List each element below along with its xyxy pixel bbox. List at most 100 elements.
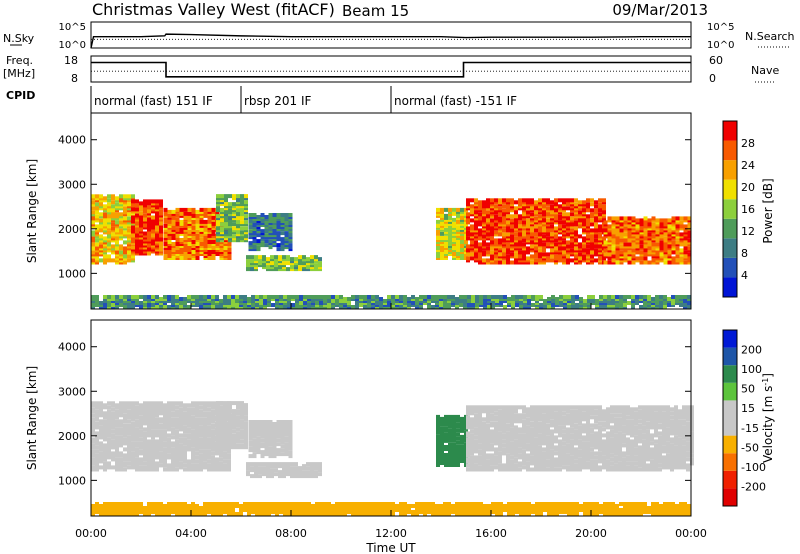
scatter-cell	[578, 252, 582, 256]
scatter-cell	[95, 421, 99, 425]
scatter-cell	[283, 305, 287, 309]
scatter-cell	[628, 242, 632, 246]
scatter-cell	[191, 401, 195, 405]
scatter-cell	[183, 433, 187, 437]
scatter-cell	[159, 429, 163, 433]
scatter-cell	[503, 295, 507, 299]
scatter-cell	[176, 218, 180, 222]
scatter-cell	[183, 445, 187, 449]
scatter-cell	[515, 295, 519, 299]
scatter-cell	[644, 256, 648, 260]
scatter-cell	[115, 435, 119, 439]
scatter-cell	[91, 407, 95, 411]
scatter-cell	[283, 295, 287, 299]
scatter-cell	[562, 212, 566, 216]
scatter-cell	[570, 216, 574, 220]
scatter-cell	[91, 465, 95, 469]
scatter-cell	[249, 213, 253, 217]
scatter-cell	[171, 447, 175, 451]
scatter-cell	[220, 218, 224, 222]
scatter-cell	[299, 295, 303, 299]
scatter-cell	[687, 305, 691, 309]
scatter-cell	[131, 199, 135, 203]
scatter-cell	[452, 212, 456, 216]
scatter-cell	[620, 216, 624, 220]
scatter-cell	[223, 451, 227, 455]
scatter-cell	[367, 295, 371, 299]
scatter-cell	[231, 295, 235, 299]
scatter-cell	[95, 409, 99, 413]
scatter-cell	[208, 224, 212, 228]
scatter-cell	[291, 303, 295, 307]
scatter-cell	[624, 242, 628, 246]
noise-left-label: N.Sky	[3, 32, 35, 45]
scatter-cell	[302, 470, 306, 474]
scatter-cell	[444, 214, 448, 218]
scatter-cell	[135, 246, 139, 250]
scatter-cell	[640, 218, 644, 222]
scatter-cell	[672, 216, 676, 220]
colorbar-tick-label: 20	[741, 181, 755, 194]
scatter-cell	[95, 453, 99, 457]
scatter-cell	[111, 407, 115, 411]
scatter-cell	[578, 234, 582, 238]
scatter-cell	[211, 423, 215, 427]
scatter-cell	[139, 228, 143, 232]
scatter-cell	[192, 250, 196, 254]
scatter-cell	[285, 442, 289, 446]
scatter-cell	[652, 222, 656, 226]
scatter-cell	[603, 295, 607, 299]
scatter-cell	[310, 255, 314, 259]
scatter-cell	[250, 259, 254, 263]
scatter-cell	[534, 228, 538, 232]
scatter-cell	[195, 295, 199, 299]
scatter-cell	[119, 419, 123, 423]
scatter-cell	[151, 216, 155, 220]
scatter-cell	[624, 220, 628, 224]
scatter-cell	[546, 242, 550, 246]
scatter-cell	[542, 234, 546, 238]
scatter-cell	[227, 295, 231, 299]
scatter-cell	[180, 256, 184, 260]
scatter-cell	[510, 214, 514, 218]
scatter-cell	[578, 200, 582, 204]
scatter-cell	[604, 240, 608, 244]
scatter-cell	[123, 295, 127, 299]
scatter-cell	[224, 409, 228, 413]
scatter-cell	[232, 222, 236, 226]
scatter-cell	[123, 240, 127, 244]
colorbar-tick-label: 12	[741, 225, 755, 238]
scatter-cell	[147, 205, 151, 209]
scatter-cell	[550, 248, 554, 252]
scatter-cell	[277, 442, 281, 446]
scatter-cell	[506, 220, 510, 224]
scatter-cell	[562, 198, 566, 202]
scatter-cell	[183, 425, 187, 429]
scatter-cell	[579, 297, 583, 301]
scatter-cell	[171, 401, 175, 405]
scatter-cell	[523, 295, 527, 299]
scatter-cell	[318, 257, 322, 261]
scatter-cell	[604, 248, 608, 252]
scatter-cell	[115, 202, 119, 206]
scatter-cell	[155, 417, 159, 421]
scatter-cell	[355, 305, 359, 309]
scatter-cell	[483, 295, 487, 299]
scatter-cell	[236, 443, 240, 447]
scatter-cell	[387, 303, 391, 307]
scatter-cell	[510, 261, 514, 265]
scatter-cell	[660, 228, 664, 232]
scatter-cell	[514, 200, 518, 204]
scatter-cell	[147, 303, 151, 307]
scatter-cell	[131, 451, 135, 455]
scatter-cell	[519, 305, 523, 309]
scatter-cell	[215, 457, 219, 461]
scatter-cell	[195, 463, 199, 467]
scatter-cell	[582, 236, 586, 240]
scatter-cell	[448, 429, 452, 433]
scatter-cell	[143, 218, 147, 222]
scatter-cell	[103, 403, 107, 407]
scatter-cell	[151, 401, 155, 405]
scatter-cell	[510, 228, 514, 232]
scatter-cell	[123, 230, 127, 234]
